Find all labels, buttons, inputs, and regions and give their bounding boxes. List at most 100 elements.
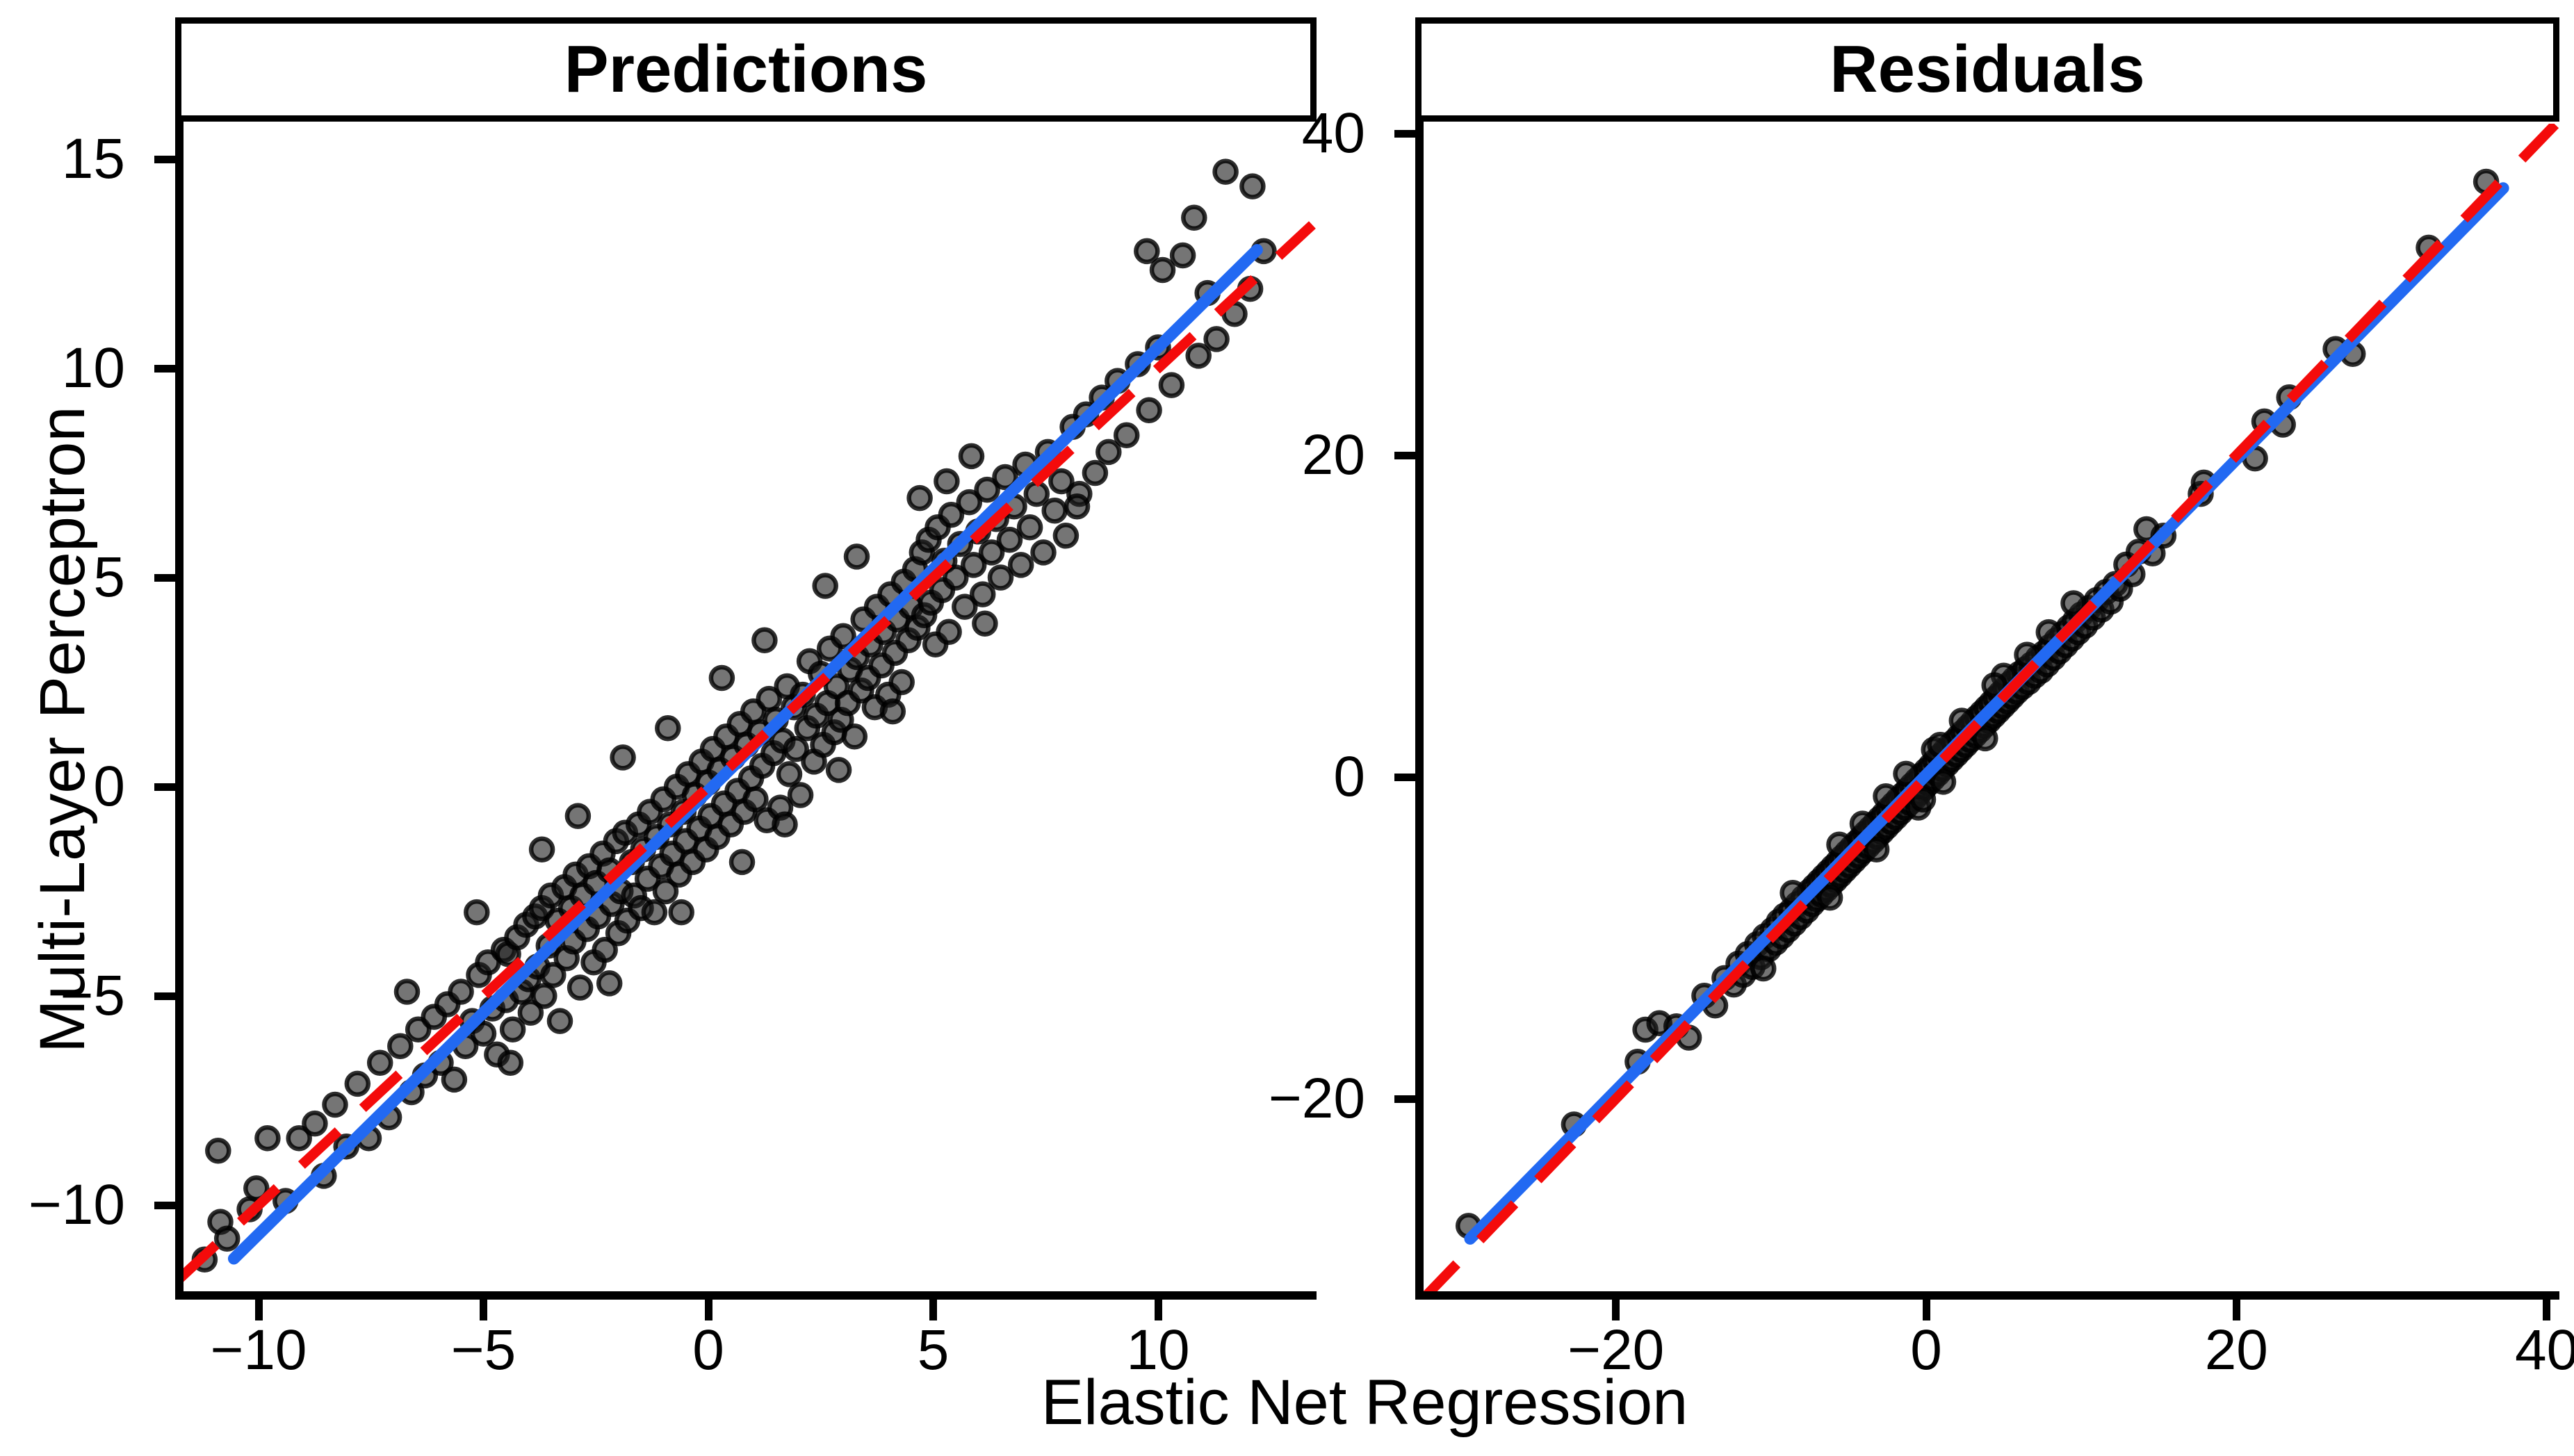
data-point (987, 564, 1014, 591)
data-point (441, 1066, 468, 1093)
x-tick-mark (2232, 1300, 2240, 1320)
x-tick-label: 5 (917, 1318, 950, 1382)
facet-title-predictions: Predictions (564, 32, 928, 106)
data-point (546, 1008, 573, 1034)
x-tick-label: −5 (450, 1318, 516, 1382)
data-point (1158, 372, 1185, 398)
panel-residuals (1419, 124, 2559, 1300)
data-point (470, 1020, 497, 1047)
data-point (387, 1033, 414, 1059)
y-tick-mark (154, 155, 175, 163)
data-point (205, 1137, 231, 1164)
data-point (1113, 422, 1140, 449)
data-point (596, 970, 623, 997)
data-point (286, 1124, 312, 1152)
data-point (448, 979, 474, 1005)
data-point (254, 1124, 281, 1152)
x-tick-mark (704, 1300, 712, 1320)
data-point (728, 849, 756, 876)
scatter-points (1455, 168, 2500, 1239)
y-tick-label: 40 (1301, 101, 1365, 165)
data-point (742, 786, 769, 812)
panel-predictions (179, 158, 1316, 1283)
data-point (1203, 326, 1230, 352)
y-tick-mark (1394, 129, 1415, 138)
y-tick-label: 10 (61, 336, 125, 400)
data-point (517, 999, 544, 1026)
data-point (958, 443, 985, 470)
x-tick-label: 40 (2514, 1318, 2574, 1382)
y-tick-label: −10 (28, 1173, 125, 1236)
data-point (841, 723, 868, 750)
y-tick-mark (154, 783, 175, 791)
data-point (1930, 769, 1957, 795)
data-point (938, 501, 965, 528)
data-point (564, 803, 592, 829)
x-tick-label: 20 (2204, 1318, 2268, 1382)
identity-line (1419, 124, 2559, 1300)
x-tick-mark (480, 1300, 487, 1320)
fit-line (1464, 182, 2509, 1245)
data-point (243, 1175, 270, 1202)
data-point (655, 714, 681, 742)
y-tick-mark (154, 364, 175, 373)
identity-line (179, 221, 1316, 1283)
data-point (567, 974, 594, 1001)
y-tick-label: 0 (1333, 745, 1365, 808)
data-point (787, 782, 814, 808)
data-point (1023, 480, 1050, 507)
scatter-points (191, 158, 1277, 1273)
data-point (936, 619, 962, 646)
y-tick-label: −20 (1268, 1067, 1365, 1130)
data-point (322, 1091, 348, 1118)
data-point (1816, 884, 1843, 911)
y-axis-title: Multi-Layer Perceptron (27, 406, 98, 1054)
x-axis-line (1415, 1291, 2559, 1300)
data-point (366, 1049, 393, 1077)
data-point (934, 468, 960, 495)
data-point (1981, 672, 2007, 698)
data-point (952, 594, 978, 620)
data-point (344, 1070, 371, 1097)
facet-title-residuals: Residuals (1830, 32, 2145, 106)
y-tick-label: 15 (61, 127, 125, 190)
x-tick-label: −10 (210, 1318, 307, 1382)
y-axis-line (175, 122, 184, 1300)
data-point (1181, 204, 1207, 231)
y-tick-label: 20 (1301, 423, 1365, 486)
x-tick-label: 10 (1126, 1318, 1190, 1382)
data-point (943, 564, 969, 591)
x-axis-line (175, 1291, 1317, 1300)
data-point (1212, 158, 1239, 185)
x-tick-mark (929, 1300, 937, 1320)
data-point (540, 962, 567, 988)
y-axis-line (1415, 122, 1424, 1300)
data-point (825, 757, 852, 783)
data-point (972, 610, 998, 637)
data-point (1750, 955, 1777, 982)
data-point (1863, 836, 1890, 862)
data-point (531, 983, 557, 1009)
data-point (772, 811, 798, 837)
data-point (960, 552, 987, 578)
x-tick-label: 0 (1910, 1318, 1942, 1382)
data-point (830, 623, 856, 650)
data-point (1064, 493, 1091, 520)
data-point (1169, 242, 1196, 269)
data-point (992, 464, 1018, 491)
data-point (708, 664, 735, 692)
data-point (668, 899, 694, 926)
data-point (499, 1016, 526, 1042)
y-tick-label: −5 (60, 964, 126, 1027)
data-point (1893, 760, 1919, 787)
x-tick-mark (254, 1300, 263, 1320)
data-point (1030, 539, 1057, 566)
x-tick-mark (2543, 1300, 2551, 1320)
x-tick-label: 0 (692, 1318, 724, 1382)
data-point (974, 476, 1000, 503)
x-axis-title: Elastic Net Regression (1041, 1367, 1688, 1438)
data-point (1016, 514, 1043, 541)
data-point (776, 761, 803, 787)
data-point (1185, 343, 1212, 369)
